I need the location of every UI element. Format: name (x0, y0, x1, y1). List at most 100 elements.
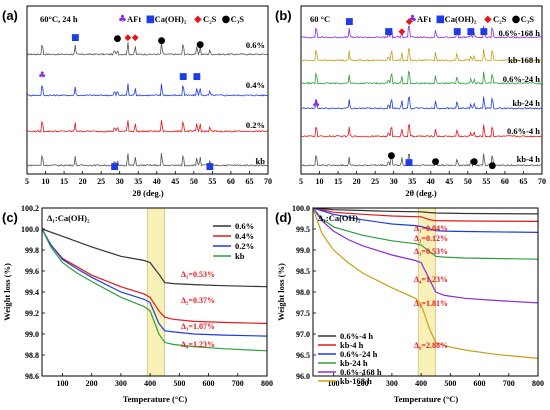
panel-a-condition: 60°C, 24 h (40, 14, 78, 24)
a-marker-caoh2: ■ (193, 72, 202, 82)
d-ytick-label: 97.5 (296, 309, 310, 318)
a-xtick-label: 65 (245, 177, 253, 186)
d-ytick-label: 99.5 (296, 225, 310, 234)
panel-a-frame (26, 5, 269, 175)
panel-c-xticks: 100 200 300 400 500 600 700 800 (56, 373, 273, 388)
b-xtick-label: 45 (445, 177, 453, 186)
b-xtick-label: 55 (482, 177, 490, 186)
d-ytick-label: 99.0 (296, 246, 310, 255)
panel-a-xticks: 5 10 15 20 25 30 35 40 45 50 55 60 65 70 (25, 171, 272, 186)
c-ytick-label: 99.2 (25, 309, 39, 318)
panel-b-frame (300, 5, 543, 175)
a-marker-caoh2: ■ (179, 72, 188, 82)
panel-a: 5 10 15 20 25 30 35 40 45 50 55 60 65 70 2θ (deg.) (a… (2, 5, 272, 198)
b-xtick-label: 5 (299, 177, 303, 186)
panel-b-xlabel: 2θ (deg.) (405, 188, 437, 198)
b-xtick-label: 40 (427, 177, 435, 186)
b-series-label: 0.6%-24 h (503, 74, 541, 84)
b-xtick-label: 15 (334, 177, 342, 186)
c-xtick-label: 500 (173, 379, 185, 388)
b-series-label: 0.6%-168 h (498, 28, 540, 38)
c-ytick-label: 98.6 (25, 372, 39, 381)
d-series-0-6-4-h (312, 207, 539, 215)
a-xtick-label: 55 (208, 177, 216, 186)
c-legend-label-kb: kb (235, 251, 245, 261)
d-ytick-label: 96.0 (296, 372, 310, 381)
c-annotation-delta-4: Δ₄=1.23% (181, 340, 215, 349)
d-annotation-delta-6: Δ₆=2.88% (414, 341, 448, 350)
d-annotation-delta-3: Δ₃=0.53% (414, 247, 448, 256)
d-xtick-label: 100 (327, 379, 339, 388)
panel-c-yticks: 98.6 98.8 99.0 99.2 99.4 99.6 99.8 100.0 100.2 (21, 204, 45, 381)
b-marker-caoh2: ■ (384, 27, 393, 37)
d-legend-label-kb-168-h: kb-168 h (340, 376, 372, 386)
a-legend-symbol-ca-oh: ■ (146, 14, 155, 25)
c-xtick-label: 200 (86, 379, 98, 388)
c-ytick-label: 99.4 (25, 288, 39, 297)
b-marker-c3s: ● (432, 157, 440, 167)
b-series-0-6-24-h (300, 70, 543, 85)
b-series-kb-24-h (300, 96, 543, 110)
panel-b-legend: ♣ AFt ■ Ca(OH)₂ ◆ C₂S ● C₃S (408, 14, 534, 25)
c-series-0-4 (41, 228, 268, 325)
c-annotation-delta-2: Δ₂=0.37% (181, 296, 215, 305)
a-legend-symbol-aft: ♣ (118, 14, 127, 25)
c-xtick-label: 800 (261, 379, 273, 388)
b-xtick-label: 25 (371, 177, 379, 186)
panel-c-xlabel: Temperature (°C) (123, 394, 188, 404)
c-xtick-label: 700 (232, 379, 244, 388)
d-series-kb-24-h (312, 207, 539, 260)
b-marker-c2s: ◆ (406, 17, 413, 27)
a-legend-label-ca-oh: Ca(OH)₂ (155, 14, 187, 24)
panel-a-xlabel: 2θ (deg.) (132, 188, 164, 198)
panel-d-legend: 0.6%-4 hkb-4 h0.6%-24 hkb-24 h0.6%-168 h… (318, 331, 382, 386)
c-ytick-label: 100.0 (21, 225, 39, 234)
d-ytick-label: 98.0 (296, 288, 310, 297)
d-series-kb-168-h (312, 207, 539, 359)
d-ytick-label: 100.0 (292, 204, 310, 213)
b-xtick-label: 70 (538, 177, 546, 186)
d-xtick-label: 500 (444, 379, 456, 388)
panel-c-legend-title: Δ₁:Ca(OH)₂ (47, 213, 90, 223)
panel-b-condition: 60 °C (310, 14, 330, 24)
a-xtick-label: 60 (227, 177, 235, 186)
d-legend-label-0-6-4-h: 0.6%-4 h (340, 331, 373, 341)
a-xtick-label: 40 (153, 177, 161, 186)
panel-c: 100 200 300 400 500 600 700 800 98.6 98.8 99.0 99.… (2, 204, 273, 404)
a-marker-c2s: ◆ (124, 33, 131, 43)
b-xtick-label: 50 (464, 177, 472, 186)
b-legend-symbol-ca-oh: ■ (436, 14, 445, 25)
panel-c-annotations: Δ₁=0.53% Δ₂=0.37% Δ₃=1.07% Δ₄=1.23% (181, 270, 215, 349)
d-legend-label-kb-24-h: kb-24 h (340, 358, 368, 368)
d-annotation-delta-2: Δ₂=0.12% (414, 234, 448, 243)
a-xtick-label: 10 (42, 177, 50, 186)
c-series-0-2 (41, 228, 268, 337)
a-marker-caoh2: ■ (110, 162, 119, 172)
panel-b-series-labels: 0.6%-168 h kb-168 h 0.6%-24 h kb-24 h 0.6%-4… (498, 28, 540, 164)
a-xtick-label: 30 (116, 177, 124, 186)
a-series-0-6 (26, 41, 269, 56)
panel-b-tag: (b) (275, 8, 292, 23)
panel-c-ylabel: Weight loss (%) (2, 263, 12, 321)
panel-a-curves (26, 41, 269, 167)
a-series-label: 0.4% (246, 80, 265, 90)
panel-a-legend: ♣ AFt ■ Ca(OH)₂ ◆ C₂S ● C₃S (118, 14, 244, 25)
d-xtick-label: 700 (503, 379, 515, 388)
panel-b-markers: ■■ ◆◆■ ■ ■♣●■ ● ● ● (312, 17, 496, 171)
b-series-label: 0.6%-4 h (507, 126, 540, 136)
c-xtick-label: 400 (144, 379, 156, 388)
panel-c-tag: (c) (2, 210, 18, 225)
c-xtick-label: 300 (115, 379, 127, 388)
c-xtick-label: 100 (56, 379, 68, 388)
panel-b: 5 10 15 20 25 30 35 40 45 50 55 60 65 70 2θ (deg.) (b… (275, 5, 546, 198)
d-xtick-label: 300 (386, 379, 398, 388)
panel-a-series-labels: 0.6% 0.4% 0.2% kb (246, 40, 265, 166)
d-legend-label-kb-4-h: kb-4 h (340, 340, 364, 350)
panel-b-xticks: 5 10 15 20 25 30 35 40 45 50 55 60 65 70 (299, 171, 546, 186)
c-ytick-label: 98.8 (25, 351, 39, 360)
a-xtick-label: 70 (264, 177, 272, 186)
c-legend-label-0-6: 0.6% (235, 221, 254, 231)
panel-a-tag: (a) (2, 8, 18, 23)
b-marker-caoh2: ■ (467, 27, 476, 37)
d-series-0-6-168-h (312, 207, 539, 304)
